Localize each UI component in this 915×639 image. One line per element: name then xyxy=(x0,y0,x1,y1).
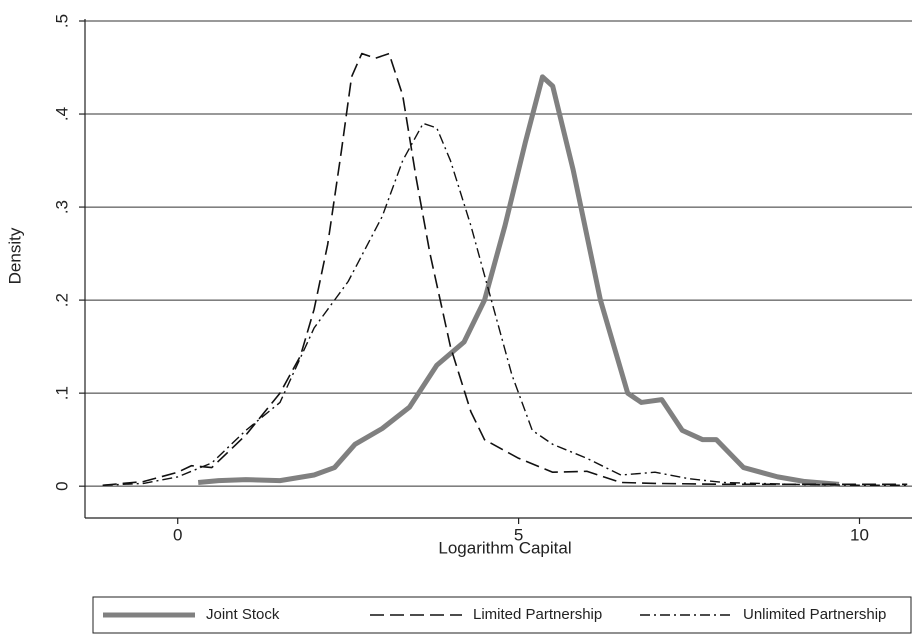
y-tick-label: .3 xyxy=(52,200,71,214)
x-axis-title: Logarithm Capital xyxy=(438,538,571,557)
y-tick-label: .5 xyxy=(52,14,71,28)
y-axis-title: Density xyxy=(5,227,24,284)
legend-box xyxy=(92,596,912,634)
y-tick-label: 0 xyxy=(52,481,71,490)
density-line xyxy=(102,122,908,486)
y-tick-label: .2 xyxy=(52,293,71,307)
legend-label: Unlimited Partnership xyxy=(743,606,886,623)
legend-label: Limited Partnership xyxy=(473,606,602,623)
y-tick-label: .4 xyxy=(52,107,71,121)
x-tick-label: 10 xyxy=(850,525,869,544)
density-line xyxy=(102,52,908,487)
y-tick-label: .1 xyxy=(52,386,71,400)
legend-label: Joint Stock xyxy=(206,606,280,623)
density-line xyxy=(197,74,840,487)
x-tick-label: 5 xyxy=(514,525,523,544)
x-tick-label: 0 xyxy=(173,525,182,544)
